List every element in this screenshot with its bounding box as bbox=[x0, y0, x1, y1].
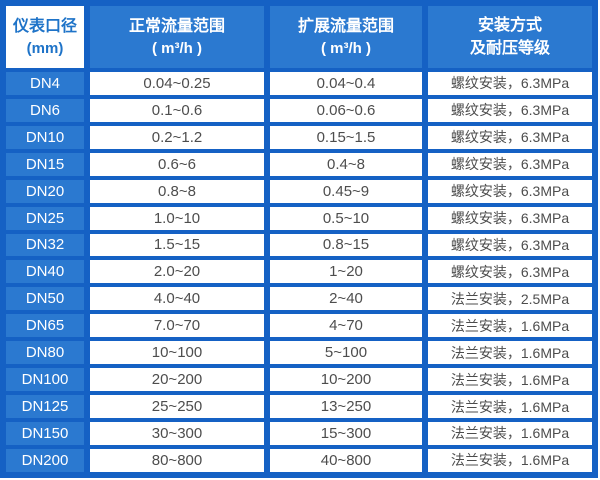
cell-normal-range: 4.0~40 bbox=[84, 283, 270, 315]
cell-extended-range: 0.15~1.5 bbox=[264, 121, 428, 153]
cell-normal-range: 0.6~6 bbox=[84, 148, 270, 180]
cell-normal-range: 0.8~8 bbox=[84, 175, 270, 207]
cell-extended-range: 0.5~10 bbox=[264, 202, 428, 234]
cell-extended-range: 15~300 bbox=[264, 417, 428, 449]
cell-normal-range: 1.5~15 bbox=[84, 229, 270, 261]
cell-diameter: DN4 bbox=[0, 68, 90, 99]
cell-install: 法兰安装，2.5MPa bbox=[422, 283, 598, 315]
cell-normal-range: 80~800 bbox=[84, 444, 270, 478]
cell-install: 螺纹安装，6.3MPa bbox=[422, 175, 598, 207]
cell-install: 法兰安装，1.6MPa bbox=[422, 444, 598, 478]
cell-extended-range: 0.8~15 bbox=[264, 229, 428, 261]
table-row: DN200 80~800 40~800 法兰安装，1.6MPa bbox=[0, 444, 598, 478]
cell-extended-range: 1~20 bbox=[264, 256, 428, 288]
cell-diameter: DN20 bbox=[0, 175, 90, 207]
table-row: DN15 0.6~6 0.4~8 螺纹安装，6.3MPa bbox=[0, 148, 598, 180]
cell-extended-range: 4~70 bbox=[264, 310, 428, 342]
cell-normal-range: 7.0~70 bbox=[84, 310, 270, 342]
cell-normal-range: 2.0~20 bbox=[84, 256, 270, 288]
header-install-line1: 安装方式 bbox=[477, 16, 542, 34]
table-row: DN6 0.1~0.6 0.06~0.6 螺纹安装，6.3MPa bbox=[0, 94, 598, 126]
cell-extended-range: 0.06~0.6 bbox=[264, 94, 428, 126]
header-extended-range: 扩展流量范围 ( m³/h ) bbox=[264, 1, 428, 72]
table-row: DN125 25~250 13~250 法兰安装，1.6MPa bbox=[0, 391, 598, 422]
cell-install: 法兰安装，1.6MPa bbox=[422, 310, 598, 342]
cell-extended-range: 10~200 bbox=[264, 364, 428, 396]
cell-normal-range: 20~200 bbox=[84, 364, 270, 396]
cell-diameter: DN80 bbox=[0, 337, 90, 369]
cell-install: 螺纹安装，6.3MPa bbox=[422, 229, 598, 261]
cell-normal-range: 30~300 bbox=[84, 417, 270, 449]
table-row: DN100 20~200 10~200 法兰安装，1.6MPa bbox=[0, 364, 598, 396]
table-row: DN50 4.0~40 2~40 法兰安装，2.5MPa bbox=[0, 283, 598, 315]
cell-install: 法兰安装，1.6MPa bbox=[422, 391, 598, 422]
table-row: DN25 1.0~10 0.5~10 螺纹安装，6.3MPa bbox=[0, 202, 598, 234]
header-normal-range-unit: ( m³/h ) bbox=[152, 39, 202, 57]
table-row: DN4 0.04~0.25 0.04~0.4 螺纹安装，6.3MPa bbox=[0, 68, 598, 99]
cell-extended-range: 0.45~9 bbox=[264, 175, 428, 207]
header-diameter-line1: 仪表口径 bbox=[12, 17, 77, 35]
header-install-line2: 及耐压等级 bbox=[469, 40, 550, 57]
header-extended-range-unit: ( m³/h ) bbox=[321, 39, 371, 57]
header-normal-range-line1: 正常流量范围 bbox=[128, 17, 225, 35]
table-row: DN32 1.5~15 0.8~15 螺纹安装，6.3MPa bbox=[0, 229, 598, 261]
header-row: 仪表口径 (mm) 正常流量范围 ( m³/h ) 扩展流量范围 ( m³/h … bbox=[0, 1, 598, 72]
cell-extended-range: 0.4~8 bbox=[264, 148, 428, 180]
cell-diameter: DN32 bbox=[0, 229, 90, 261]
cell-normal-range: 10~100 bbox=[84, 337, 270, 369]
cell-install: 螺纹安装，6.3MPa bbox=[422, 256, 598, 288]
table-row: DN10 0.2~1.2 0.15~1.5 螺纹安装，6.3MPa bbox=[0, 121, 598, 153]
cell-diameter: DN100 bbox=[0, 364, 90, 396]
cell-install: 螺纹安装，6.3MPa bbox=[422, 148, 598, 180]
cell-diameter: DN65 bbox=[0, 310, 90, 342]
table-row: DN40 2.0~20 1~20 螺纹安装，6.3MPa bbox=[0, 256, 598, 288]
cell-extended-range: 13~250 bbox=[264, 391, 428, 422]
header-normal-range: 正常流量范围 ( m³/h ) bbox=[84, 1, 270, 72]
cell-diameter: DN50 bbox=[0, 283, 90, 315]
cell-diameter: DN40 bbox=[0, 256, 90, 288]
table-body: DN4 0.04~0.25 0.04~0.4 螺纹安装，6.3MPa DN6 0.1~0.… bbox=[0, 68, 598, 478]
header-diameter: 仪表口径 (mm) bbox=[0, 1, 90, 72]
cell-diameter: DN15 bbox=[0, 148, 90, 180]
cell-install: 螺纹安装，6.3MPa bbox=[422, 94, 598, 126]
cell-extended-range: 2~40 bbox=[264, 283, 428, 315]
cell-normal-range: 0.2~1.2 bbox=[84, 121, 270, 153]
table-row: DN150 30~300 15~300 法兰安装，1.6MPa bbox=[0, 417, 598, 449]
cell-diameter: DN6 bbox=[0, 94, 90, 126]
header-diameter-line2: (mm) bbox=[26, 39, 64, 57]
cell-install: 法兰安装，1.6MPa bbox=[422, 364, 598, 396]
table-row: DN65 7.0~70 4~70 法兰安装，1.6MPa bbox=[0, 310, 598, 342]
cell-extended-range: 0.04~0.4 bbox=[264, 68, 428, 99]
header-install: 安装方式 及耐压等级 bbox=[422, 1, 598, 72]
cell-diameter: DN25 bbox=[0, 202, 90, 234]
cell-install: 螺纹安装，6.3MPa bbox=[422, 202, 598, 234]
table-row: DN20 0.8~8 0.45~9 螺纹安装，6.3MPa bbox=[0, 175, 598, 207]
cell-extended-range: 5~100 bbox=[264, 337, 428, 369]
cell-normal-range: 0.04~0.25 bbox=[84, 68, 270, 99]
cell-diameter: DN200 bbox=[0, 444, 90, 478]
cell-extended-range: 40~800 bbox=[264, 444, 428, 478]
cell-normal-range: 1.0~10 bbox=[84, 202, 270, 234]
cell-diameter: DN10 bbox=[0, 121, 90, 153]
table-row: DN80 10~100 5~100 法兰安装，1.6MPa bbox=[0, 337, 598, 369]
cell-diameter: DN125 bbox=[0, 391, 90, 422]
cell-install: 法兰安装，1.6MPa bbox=[422, 337, 598, 369]
header-extended-range-line1: 扩展流量范围 bbox=[297, 17, 394, 35]
cell-normal-range: 25~250 bbox=[84, 391, 270, 422]
cell-install: 螺纹安装，6.3MPa bbox=[422, 121, 598, 153]
cell-diameter: DN150 bbox=[0, 417, 90, 449]
cell-normal-range: 0.1~0.6 bbox=[84, 94, 270, 126]
cell-install: 螺纹安装，6.3MPa bbox=[422, 68, 598, 99]
cell-install: 法兰安装，1.6MPa bbox=[422, 417, 598, 449]
